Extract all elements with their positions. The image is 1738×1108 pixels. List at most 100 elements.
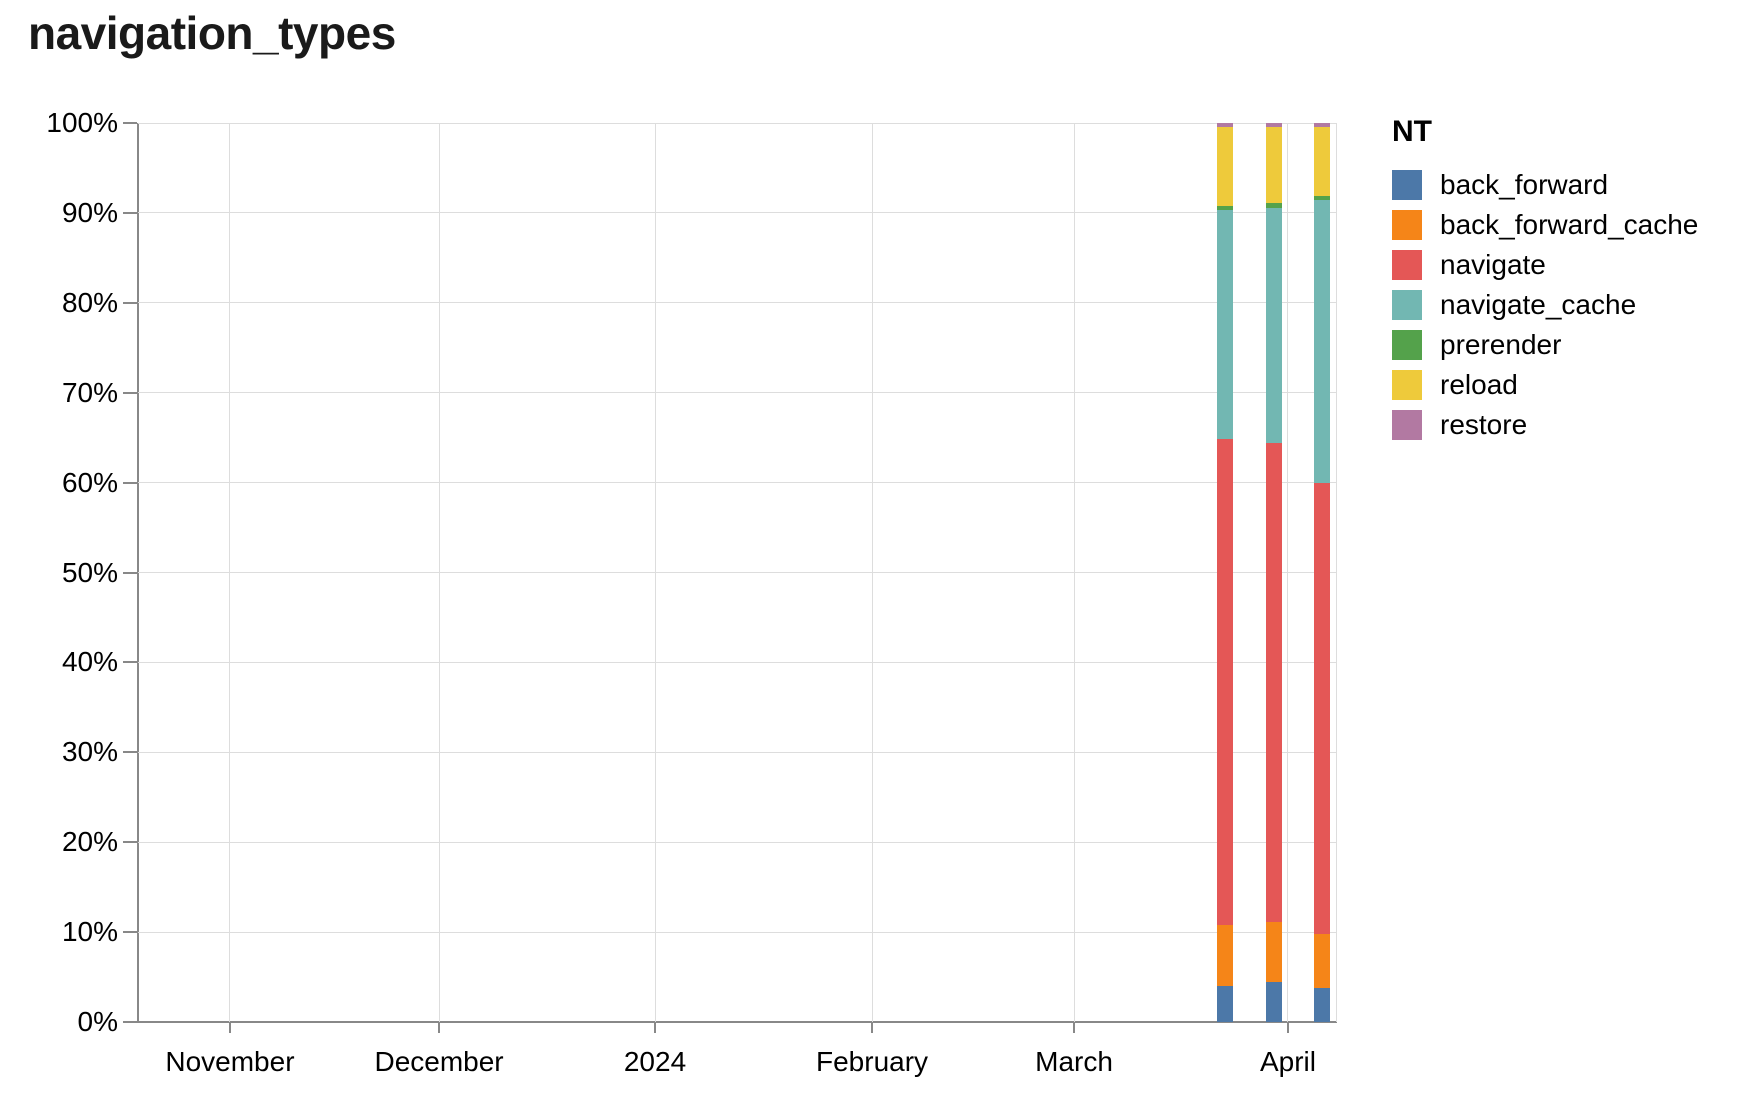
plot-area: [123, 122, 1337, 1033]
y-gridline: [138, 572, 1337, 573]
x-gridline: [654, 123, 656, 1022]
bar-group: [1217, 123, 1233, 1022]
y-gridline: [138, 122, 1337, 124]
y-axis-tick-label: 90%: [61, 196, 118, 228]
x-axis-tick: [1286, 1023, 1289, 1033]
legend-items: back_forward back_forward_cache navigate na…: [1392, 170, 1698, 440]
legend-item: back_forward_cache: [1392, 210, 1698, 240]
x-axis-line: [123, 1021, 1337, 1023]
y-axis-tick: [123, 1021, 137, 1023]
legend-swatch-prerender: [1392, 330, 1422, 360]
legend-swatch-restore: [1392, 410, 1422, 440]
legend-swatch-reload: [1392, 370, 1422, 400]
legend-swatch-back_forward_cache: [1392, 210, 1422, 240]
x-gridline: [1287, 123, 1289, 1022]
y-axis-tick-label: 20%: [61, 826, 118, 858]
y-gridline: [138, 841, 1337, 843]
y-axis-tick: [123, 571, 137, 574]
bar-segment-reload: [1217, 126, 1233, 206]
bar-segment-reload: [1266, 126, 1283, 204]
bar-segment-navigate: [1217, 438, 1233, 925]
y-axis-tick: [123, 661, 137, 664]
y-axis-tick-label: 50%: [61, 556, 118, 588]
y-axis-tick: [123, 751, 137, 754]
y-gridline: [138, 482, 1337, 484]
bar-segment-navigate_cache: [1266, 207, 1283, 444]
bar-segment-back_forward: [1314, 987, 1330, 1022]
bar-segment-back_forward: [1266, 982, 1283, 1022]
x-axis-tick-label: November: [165, 1046, 295, 1077]
bar-segment-back_forward_cache: [1266, 922, 1283, 983]
y-axis-tick-label: 70%: [61, 376, 118, 408]
bar-segment-prerender: [1314, 195, 1330, 201]
y-axis-tick: [123, 301, 137, 304]
plot-right-border: [1336, 123, 1337, 1022]
y-axis-tick: [123, 391, 137, 394]
x-axis-tick-label: February: [815, 1046, 929, 1077]
legend-item: back_forward: [1392, 170, 1698, 200]
y-gridline: [138, 661, 1337, 663]
legend-item-label: navigate: [1440, 249, 1546, 280]
y-axis-tick: [123, 122, 137, 124]
legend-item-label: back_forward: [1440, 169, 1609, 200]
bar-segment-navigate_cache: [1314, 200, 1330, 483]
y-axis-tick-label: 100%: [46, 107, 118, 138]
y-axis-tick-label: 40%: [61, 646, 118, 678]
y-axis-tick: [123, 841, 137, 844]
bar-segment-navigate_cache: [1217, 210, 1233, 439]
bar-segment-reload: [1314, 126, 1330, 196]
bar-segment-prerender: [1217, 205, 1233, 211]
x-axis-tick-label: 2024: [623, 1046, 687, 1077]
bar-segment-back_forward_cache: [1217, 924, 1233, 987]
legend-item-label: reload: [1440, 369, 1518, 400]
bar-segment-back_forward: [1217, 986, 1233, 1022]
y-gridline: [138, 302, 1337, 304]
y-gridline: [138, 212, 1337, 214]
bar-segment-restore: [1217, 123, 1233, 127]
bar-group: [1266, 123, 1283, 1022]
y-axis-tick-label: 80%: [61, 286, 118, 318]
y-axis-tick: [123, 481, 137, 484]
x-axis-tick-label: April: [1259, 1046, 1316, 1077]
x-axis-tick: [228, 1023, 231, 1033]
bar-segment-navigate: [1266, 443, 1283, 923]
y-axis-tick-label: 60%: [61, 466, 118, 498]
y-gridline: [138, 931, 1337, 933]
legend-item: reload: [1392, 370, 1698, 400]
y-axis-tick-label: 0%: [77, 1006, 118, 1037]
legend-item-label: restore: [1440, 409, 1528, 440]
x-axis-tick: [654, 1023, 656, 1033]
legend-item: navigate: [1392, 250, 1698, 280]
x-axis-tick-label: March: [1035, 1046, 1113, 1077]
x-gridline: [1073, 123, 1075, 1022]
x-axis-tick: [438, 1023, 441, 1033]
legend-item-label: back_forward_cache: [1440, 209, 1699, 240]
y-axis-tick-label: 30%: [61, 736, 118, 768]
chart-title: navigation_types: [28, 7, 396, 59]
legend-item-label: prerender: [1440, 329, 1562, 360]
y-gridline: [138, 751, 1337, 753]
bar-segment-restore: [1314, 123, 1330, 127]
x-axis-tick: [1073, 1023, 1076, 1033]
y-axis-tick: [123, 931, 137, 934]
bar-segment-prerender: [1266, 203, 1283, 208]
legend-swatch-navigate: [1392, 250, 1422, 280]
legend-item: navigate_cache: [1392, 290, 1698, 320]
y-gridline: [138, 392, 1337, 394]
bar-segment-back_forward_cache: [1314, 933, 1330, 988]
legend-item-label: navigate_cache: [1440, 289, 1637, 320]
x-gridline: [229, 123, 231, 1022]
bar-group: [1314, 123, 1330, 1022]
x-gridline: [438, 123, 440, 1022]
legend-swatch-back_forward: [1392, 170, 1422, 200]
bar-segment-navigate: [1314, 482, 1330, 934]
legend-item: prerender: [1392, 330, 1698, 360]
y-axis-tick-label: 10%: [61, 916, 118, 948]
legend-title: NT: [1392, 115, 1432, 148]
x-gridline: [871, 123, 873, 1022]
x-axis-tick-label: December: [374, 1046, 504, 1077]
bar-segment-restore: [1266, 123, 1283, 127]
y-axis-tick: [123, 211, 137, 214]
